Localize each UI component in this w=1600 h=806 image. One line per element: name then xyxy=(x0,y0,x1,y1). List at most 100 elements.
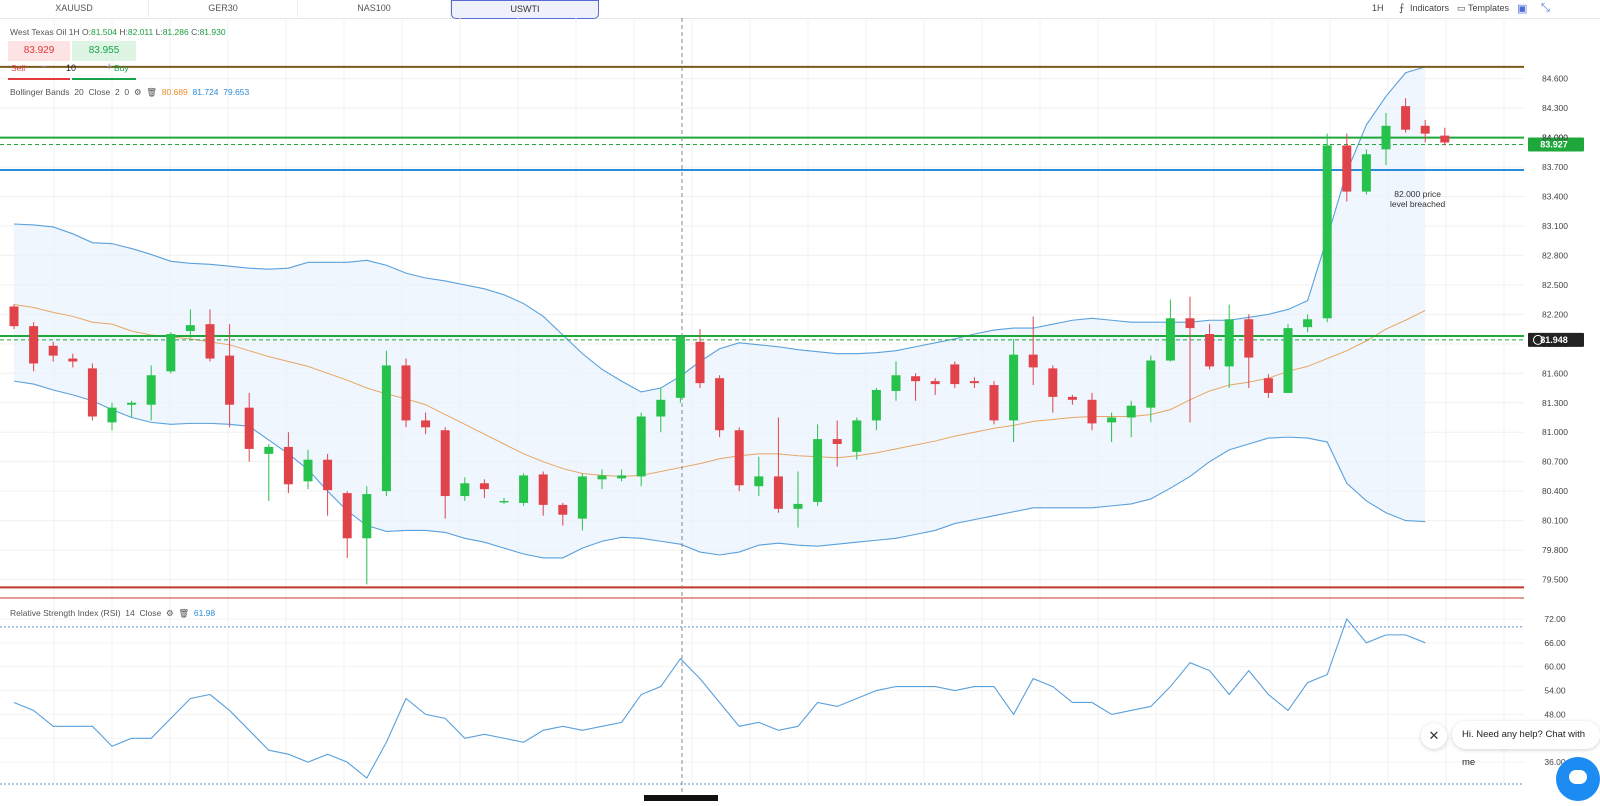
buy-button[interactable]: Buy xyxy=(114,63,129,73)
candle-body xyxy=(499,500,509,503)
indicators-icon: ⨍ xyxy=(1399,3,1405,14)
candle-body xyxy=(715,378,725,431)
candle-body xyxy=(1048,368,1058,397)
price-tick-label: 82.500 xyxy=(1542,280,1568,290)
candle-body xyxy=(695,341,705,384)
candle-body xyxy=(734,430,744,486)
sell-button[interactable]: Sell xyxy=(11,63,26,73)
candle-body xyxy=(1342,145,1352,192)
candle-body xyxy=(969,381,979,384)
rsi-delete-icon[interactable]: 🗑 xyxy=(178,608,190,618)
candle-body xyxy=(754,476,764,487)
tab-uswti[interactable]: USWTI xyxy=(451,0,599,19)
bollinger-upper-value: 81.724 xyxy=(192,87,219,97)
quantity-increase-button[interactable]: + xyxy=(106,61,113,73)
price-tick-label: 81.300 xyxy=(1542,398,1568,408)
current-price-label: 83.927 xyxy=(1540,139,1568,149)
bollinger-lower-value: 79.653 xyxy=(223,87,250,97)
candle-body xyxy=(1087,399,1097,424)
candle-body xyxy=(871,389,881,421)
rsi-legend: Relative Strength Index (RSI) 14 Close ⚙… xyxy=(10,608,215,619)
candle-body xyxy=(127,402,137,405)
quantity-input[interactable]: 10 xyxy=(66,63,77,73)
low-label: L: xyxy=(155,27,163,37)
candle-body xyxy=(166,334,176,372)
rsi-settings-icon[interactable]: ⚙ xyxy=(165,608,174,618)
level-price-label-bg xyxy=(1528,332,1584,347)
partial-price-tick: 84.000 xyxy=(1542,133,1568,143)
chat-message[interactable]: Hi. Need any help? Chat with me xyxy=(1452,721,1600,768)
candle-body xyxy=(48,345,58,356)
rsi-label: Relative Strength Index (RSI) xyxy=(10,608,121,618)
candle-body xyxy=(283,446,293,485)
bollinger-middle-value: 80.689 xyxy=(161,87,188,97)
price-tick-label: 83.400 xyxy=(1542,192,1568,202)
bollinger-offset: 0 xyxy=(124,87,130,97)
candle-body xyxy=(205,324,215,359)
rsi-tick-label: 72.00 xyxy=(1544,614,1566,624)
candle-body xyxy=(989,385,999,421)
candle-body xyxy=(636,416,646,477)
chart-area[interactable]: 84.600 84.300 84.000 83.700 83.400 83.100 82.8… xyxy=(0,18,1600,801)
candle-body xyxy=(1205,334,1215,367)
candle-body xyxy=(244,407,254,449)
rsi-period: 14 xyxy=(125,608,135,618)
candle-body xyxy=(362,494,372,539)
price-tick-label: 79.800 xyxy=(1542,545,1568,555)
settings-icon[interactable]: ⚙ xyxy=(133,87,142,97)
price-tick-label: 82.200 xyxy=(1542,309,1568,319)
candle-body xyxy=(9,306,19,327)
candle-body xyxy=(950,364,960,385)
candle-body xyxy=(1381,125,1391,150)
open-label: O: xyxy=(82,27,91,37)
level-price-label: 81.948 xyxy=(1540,335,1568,345)
tab-ger30[interactable]: GER30 xyxy=(149,0,298,17)
instrument-name: West Texas Oil xyxy=(10,27,67,37)
timeframe-selector[interactable]: 1H xyxy=(1372,3,1384,13)
bollinger-period: 20 xyxy=(74,87,84,97)
price-tick-label: 79.500 xyxy=(1542,575,1568,585)
bollinger-source: Close xyxy=(88,87,111,97)
rsi-tick-label: 36.00 xyxy=(1544,757,1566,767)
buy-price[interactable]: 83.955 xyxy=(72,41,136,61)
candle-body xyxy=(656,399,666,417)
tab-nas100[interactable]: NAS100 xyxy=(298,0,451,17)
candle-body xyxy=(87,368,97,417)
quantity-decrease-button[interactable]: − xyxy=(41,61,48,73)
chat-close-button[interactable]: ✕ xyxy=(1421,723,1447,749)
candle-body xyxy=(1263,378,1273,393)
candle-body xyxy=(381,365,391,492)
candle-body xyxy=(421,420,431,428)
indicators-button[interactable]: Indicators xyxy=(1410,3,1450,13)
candle-body xyxy=(185,325,195,332)
candle-body xyxy=(577,476,587,519)
price-tick-label: 82.800 xyxy=(1542,250,1568,260)
candle-body xyxy=(519,475,529,503)
collapse-icon[interactable]: ⤡ xyxy=(1541,2,1550,14)
candle-body xyxy=(538,474,548,505)
price-tick-label: 83.100 xyxy=(1542,221,1568,231)
candle-body xyxy=(1244,319,1254,358)
chat-icon xyxy=(1569,770,1587,784)
candle-body xyxy=(1009,354,1019,421)
time-axis-scrubber[interactable] xyxy=(644,795,718,801)
sell-underline xyxy=(8,78,70,80)
candle-body xyxy=(617,475,627,479)
bollinger-legend: Bollinger Bands 20 Close 2 0 ⚙ 🗑 80.689 … xyxy=(10,87,249,98)
price-chart[interactable]: 84.600 84.300 84.000 83.700 83.400 83.100 82.8… xyxy=(0,18,1600,801)
chat-launcher-button[interactable] xyxy=(1556,757,1600,801)
low-value: 81.286 xyxy=(162,27,189,37)
templates-button[interactable]: Templates xyxy=(1468,3,1510,13)
tab-xauusd[interactable]: XAUUSD xyxy=(0,0,149,17)
annotation-line-1: 82.000 price xyxy=(1394,189,1442,199)
delete-icon[interactable]: 🗑 xyxy=(146,87,158,97)
candle-body xyxy=(558,504,568,515)
candle-body xyxy=(1440,135,1450,143)
candle-body xyxy=(1146,360,1156,408)
candle-body xyxy=(1303,319,1313,328)
bollinger-mult: 2 xyxy=(114,87,120,97)
candle-body xyxy=(440,430,450,497)
sell-price[interactable]: 83.929 xyxy=(8,41,70,61)
camera-icon[interactable]: ▣ xyxy=(1517,3,1528,15)
candle-body xyxy=(773,476,783,509)
